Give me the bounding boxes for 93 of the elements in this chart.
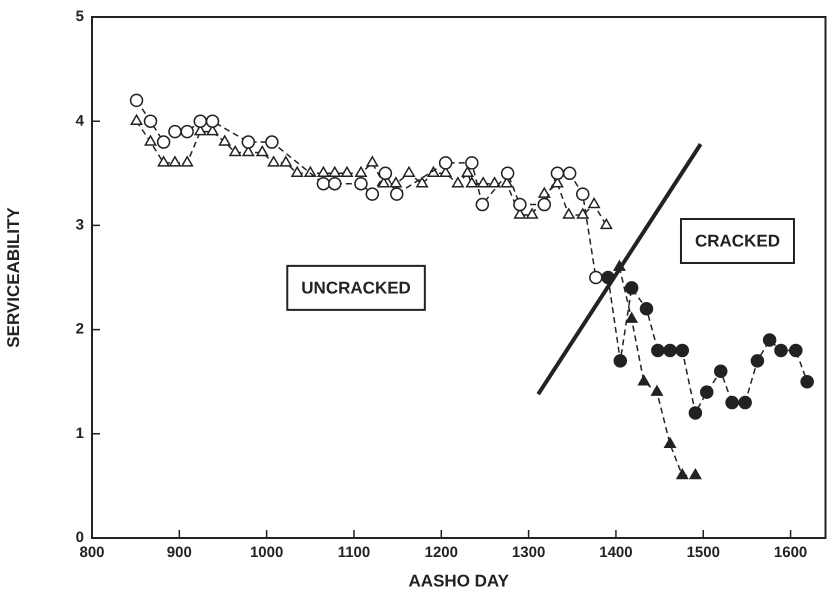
point: [676, 344, 690, 358]
point: [390, 187, 404, 201]
x-tick-label: 1500: [686, 544, 720, 562]
point: [390, 176, 402, 188]
point: [180, 124, 194, 138]
point: [317, 166, 330, 178]
point: [624, 281, 638, 295]
point: [762, 333, 776, 347]
point: [328, 166, 341, 178]
point: [513, 198, 527, 212]
point: [738, 396, 752, 410]
point: [800, 374, 814, 388]
point: [452, 176, 464, 188]
point: [601, 270, 615, 284]
point: [725, 396, 739, 410]
point: [774, 344, 788, 358]
point: [242, 135, 256, 149]
point: [688, 406, 702, 420]
point: [355, 166, 367, 178]
point: [280, 156, 292, 167]
x-axis-title: AASHO DAY: [408, 571, 510, 590]
point: [366, 156, 378, 167]
point: [341, 166, 353, 178]
y-tick-label: 4: [76, 112, 85, 130]
point: [328, 176, 342, 190]
y-tick-label: 1: [76, 424, 84, 442]
point: [613, 260, 626, 271]
point: [488, 176, 500, 188]
point: [789, 344, 803, 358]
point: [194, 114, 208, 128]
point: [144, 135, 156, 146]
x-tick-label: 1200: [424, 544, 458, 562]
point: [640, 302, 654, 316]
point: [465, 156, 479, 170]
point: [589, 270, 603, 284]
point: [466, 176, 478, 188]
point: [576, 187, 590, 201]
point: [476, 198, 490, 212]
y-tick-label: 0: [76, 529, 84, 546]
x-tick-label: 900: [166, 544, 192, 562]
point: [130, 94, 144, 108]
point: [538, 198, 552, 212]
y-tick-label: 2: [76, 320, 84, 338]
x-tick-label: 1100: [338, 544, 370, 562]
point: [354, 176, 368, 190]
y-tick-label: 3: [76, 216, 84, 234]
point: [477, 176, 490, 188]
point: [526, 208, 538, 219]
point: [291, 166, 304, 178]
point: [663, 344, 677, 358]
point: [600, 218, 612, 230]
point: [168, 124, 182, 138]
point: [462, 166, 474, 178]
point: [416, 176, 428, 188]
x-tick-label: 1300: [512, 544, 546, 562]
point: [378, 166, 392, 180]
point: [366, 187, 380, 201]
point: [550, 166, 564, 180]
point: [229, 146, 242, 156]
point: [588, 198, 600, 208]
point: [181, 156, 194, 167]
point: [158, 156, 170, 167]
point: [562, 166, 576, 180]
point: [614, 354, 628, 368]
point: [700, 385, 714, 399]
x-tick-label: 800: [79, 544, 105, 562]
point: [169, 156, 181, 167]
point: [438, 156, 452, 170]
y-axis-title: SERVICEABILITY: [4, 206, 23, 348]
point: [206, 114, 220, 128]
point: [576, 208, 589, 219]
point: [265, 135, 279, 149]
point: [316, 176, 330, 190]
point: [403, 166, 415, 178]
point: [714, 364, 728, 378]
point: [500, 166, 514, 180]
annotation: UNCRACKED: [301, 278, 411, 298]
point: [562, 208, 575, 219]
y-tick-label: 5: [76, 8, 84, 26]
x-tick-label: 1400: [599, 544, 633, 562]
point: [130, 114, 142, 125]
point: [750, 354, 764, 368]
point: [218, 135, 231, 146]
x-tick-label: 1600: [774, 544, 808, 562]
point: [144, 114, 158, 128]
annotation: CRACKED: [694, 232, 780, 251]
point: [256, 146, 268, 156]
point: [156, 135, 170, 149]
x-tick-label: 1000: [250, 544, 284, 562]
point: [651, 344, 665, 358]
point: [538, 187, 550, 198]
point: [626, 312, 638, 323]
point: [268, 156, 280, 167]
